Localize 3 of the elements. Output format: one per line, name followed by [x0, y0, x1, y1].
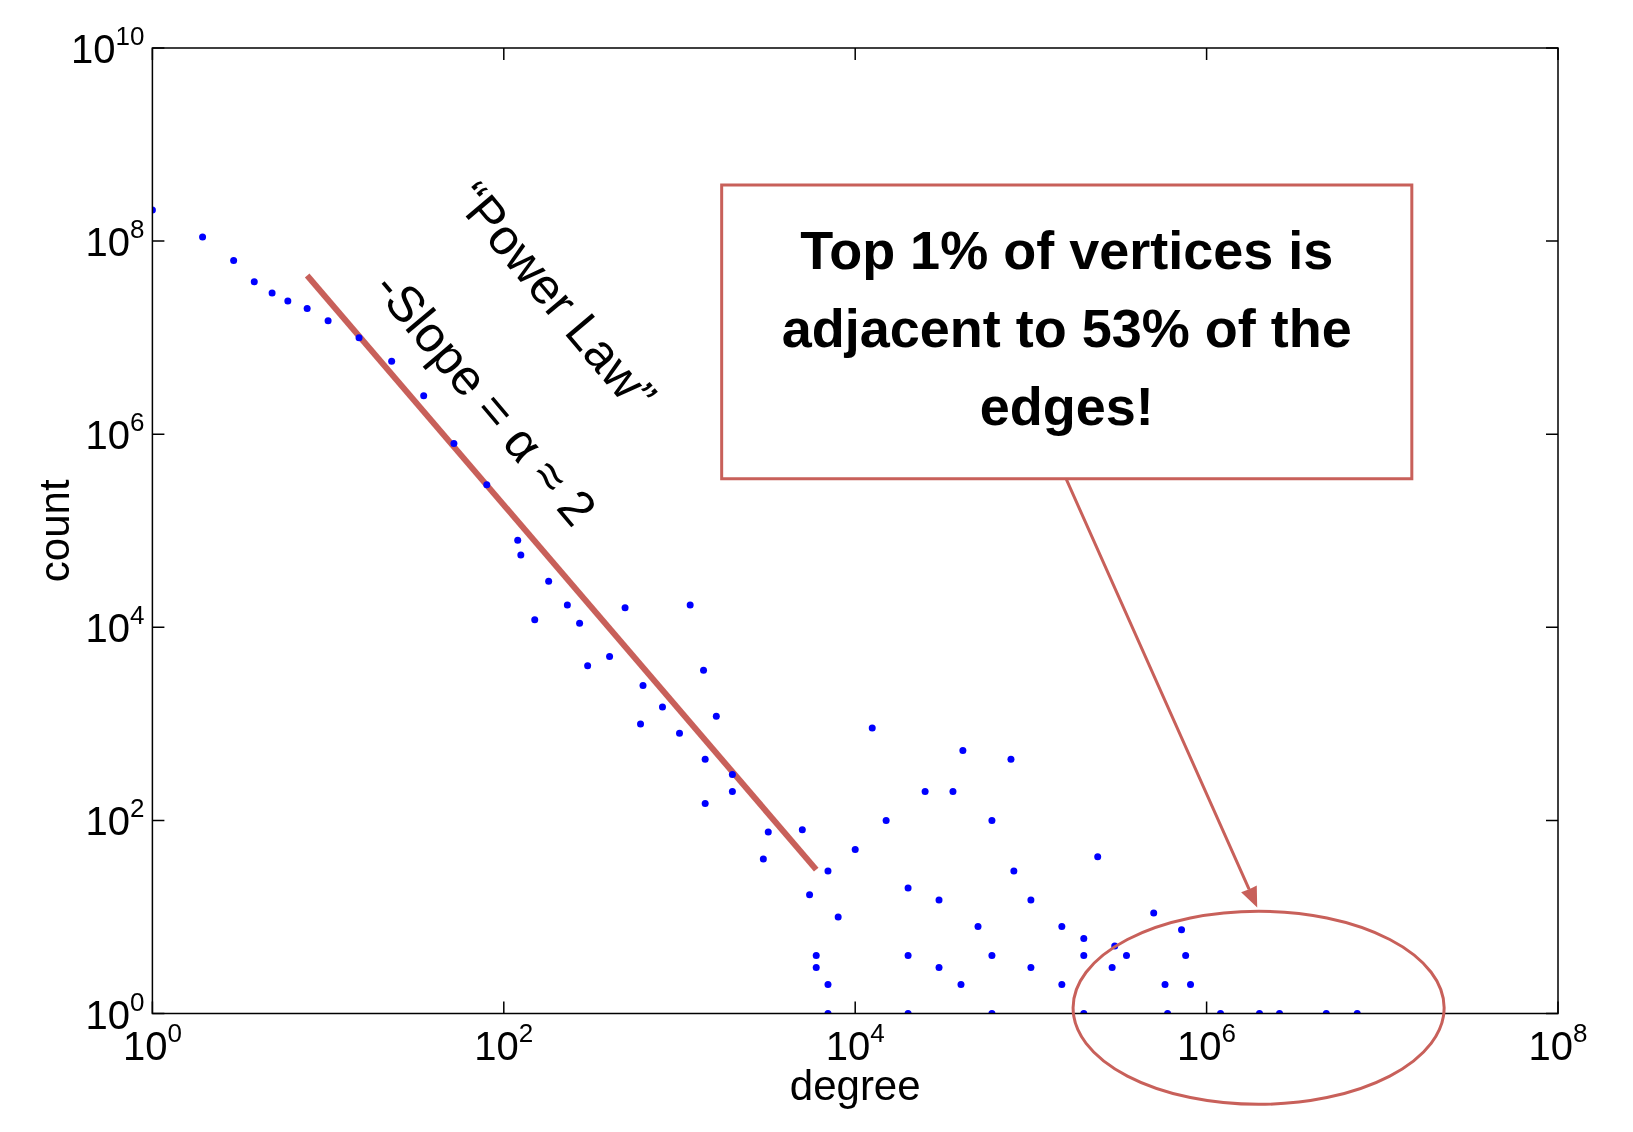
x-axis-title: degree	[789, 1062, 921, 1110]
y-axis-title: count	[30, 479, 78, 583]
annotation: Top 1% of vertices is adjacent to 53% of the edges!	[781, 219, 1352, 436]
